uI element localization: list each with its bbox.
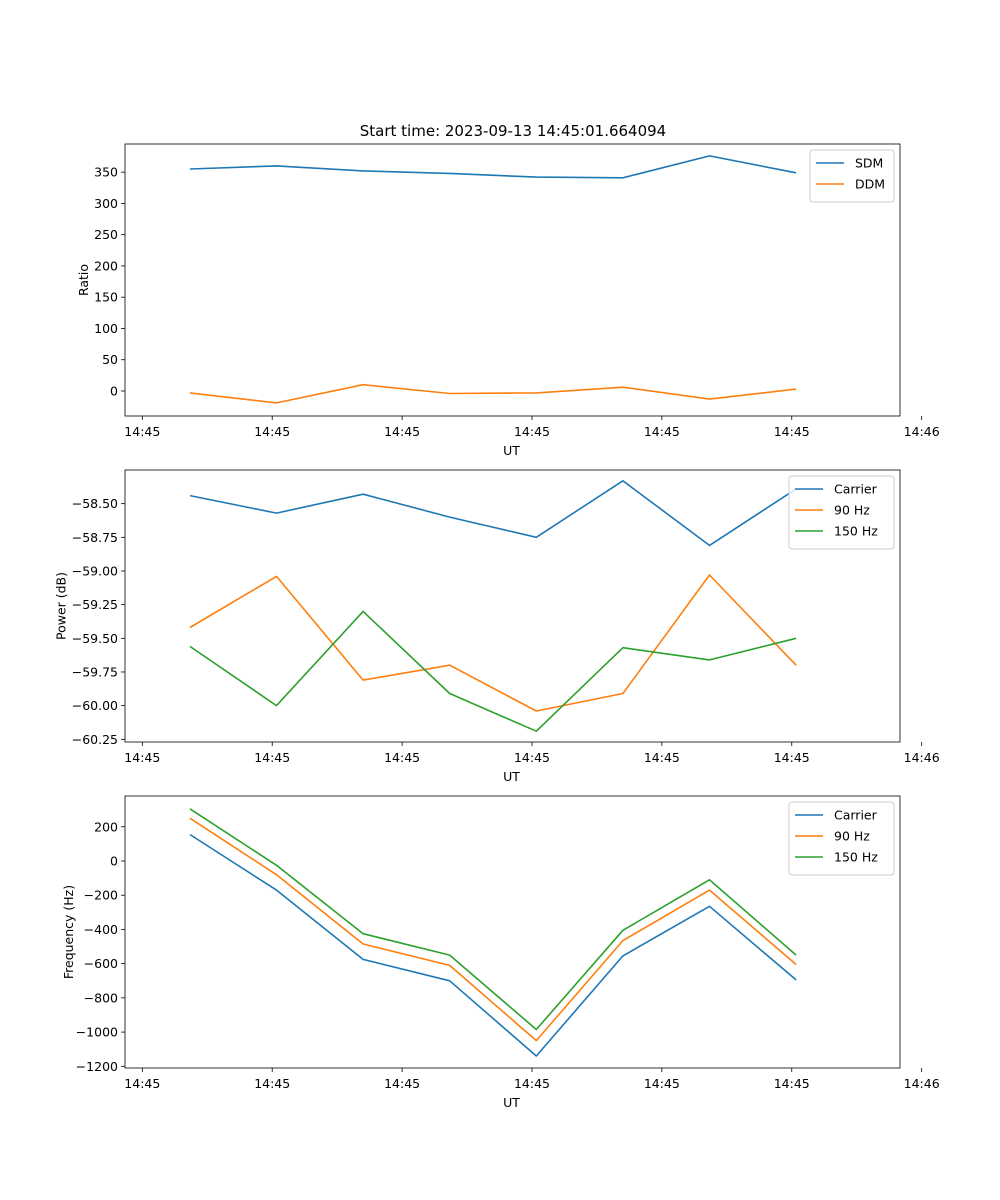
y-tick-label: 350	[94, 165, 118, 180]
x-axis-label: UT	[503, 769, 520, 784]
y-tick-label: 200	[94, 819, 118, 834]
series-line-carrier	[189, 479, 797, 547]
panel-power: 14:45 14:45 14:45 14:45 14:45 14:45 14:46 −60.2…	[53, 469, 940, 784]
y-tick-label: 200	[94, 258, 118, 273]
y-tick-label: 250	[94, 227, 118, 242]
panel-ratio: 14:45 14:45 14:45 14:45 14:45 14:45 14:46 0 50 10…	[76, 143, 940, 458]
panel-frequency: 14:45 14:45 14:45 14:45 14:45 14:45 14:46 −1200…	[61, 795, 940, 1110]
x-tick-label: 14:45	[124, 424, 160, 439]
series-line-sdm	[189, 155, 797, 179]
axes-frame	[124, 469, 901, 743]
y-tick-label: 0	[110, 383, 118, 398]
x-axis-label: UT	[503, 1095, 520, 1110]
x-tick-label: 14:45	[384, 750, 420, 765]
axes-frame	[124, 143, 901, 417]
legend-label: DDM	[855, 177, 885, 192]
figure-title: Start time: 2023-09-13 14:45:01.664094	[360, 122, 666, 140]
legend: Carrier 90 Hz 150 Hz	[788, 475, 895, 550]
legend: Carrier 90 Hz 150 Hz	[788, 801, 895, 876]
x-tick-label: 14:45	[254, 1076, 290, 1091]
x-tick-label: 14:46	[904, 1076, 940, 1091]
legend: SDM DDM	[809, 149, 895, 203]
x-tick-label: 14:46	[904, 750, 940, 765]
legend-label: SDM	[855, 156, 883, 171]
legend-label: 150 Hz	[834, 850, 878, 865]
y-tick-label: −60.00	[72, 698, 118, 713]
x-tick-label: 14:45	[254, 424, 290, 439]
legend-label: 150 Hz	[834, 524, 878, 539]
y-tick-label: −800	[84, 990, 118, 1005]
y-tick-label: −59.50	[72, 631, 118, 646]
series-line-90-hz	[189, 817, 797, 1042]
y-tick-label: 50	[102, 352, 118, 367]
x-tick-label: 14:45	[774, 1076, 810, 1091]
axes-frame	[124, 795, 901, 1069]
series-line-carrier	[189, 833, 797, 1057]
series-line-ddm	[189, 383, 797, 404]
y-tick-label: −200	[84, 888, 118, 903]
y-tick-label: −58.75	[72, 530, 118, 545]
x-axis-label: UT	[503, 443, 520, 458]
y-tick-label: −400	[84, 922, 118, 937]
x-tick-label: 14:45	[644, 424, 680, 439]
x-tick-label: 14:45	[514, 750, 550, 765]
x-tick-label: 14:45	[254, 750, 290, 765]
series-line-90-hz	[189, 574, 797, 712]
legend-label: 90 Hz	[834, 829, 870, 844]
y-tick-label: −59.25	[72, 597, 118, 612]
x-tick-label: 14:45	[124, 1076, 160, 1091]
x-tick-label: 14:45	[644, 750, 680, 765]
x-tick-label: 14:45	[514, 424, 550, 439]
x-tick-label: 14:46	[904, 424, 940, 439]
x-tick-label: 14:45	[514, 1076, 550, 1091]
y-tick-label: −59.00	[72, 563, 118, 578]
y-tick-label: 300	[94, 196, 118, 211]
x-tick-label: 14:45	[774, 424, 810, 439]
y-tick-label: −1200	[76, 1059, 118, 1074]
y-tick-label: −58.50	[72, 496, 118, 511]
x-tick-label: 14:45	[384, 424, 420, 439]
y-tick-label: 150	[94, 290, 118, 305]
series-line-150-hz	[189, 610, 797, 733]
y-axis-label: Ratio	[76, 264, 91, 296]
x-tick-label: 14:45	[124, 750, 160, 765]
y-tick-label: −1000	[76, 1025, 118, 1040]
series-line-150-hz	[189, 808, 797, 1031]
x-tick-label: 14:45	[384, 1076, 420, 1091]
y-axis-label: Power (dB)	[53, 572, 68, 640]
y-tick-label: −600	[84, 956, 118, 971]
legend-label: Carrier	[834, 482, 878, 497]
legend-label: 90 Hz	[834, 503, 870, 518]
y-tick-label: 100	[94, 321, 118, 336]
legend-label: Carrier	[834, 808, 878, 823]
x-tick-label: 14:45	[774, 750, 810, 765]
y-tick-label: −59.75	[72, 664, 118, 679]
x-tick-label: 14:45	[644, 1076, 680, 1091]
y-tick-label: −60.25	[72, 732, 118, 747]
y-tick-label: 0	[110, 854, 118, 869]
y-axis-label: Frequency (Hz)	[61, 885, 76, 979]
